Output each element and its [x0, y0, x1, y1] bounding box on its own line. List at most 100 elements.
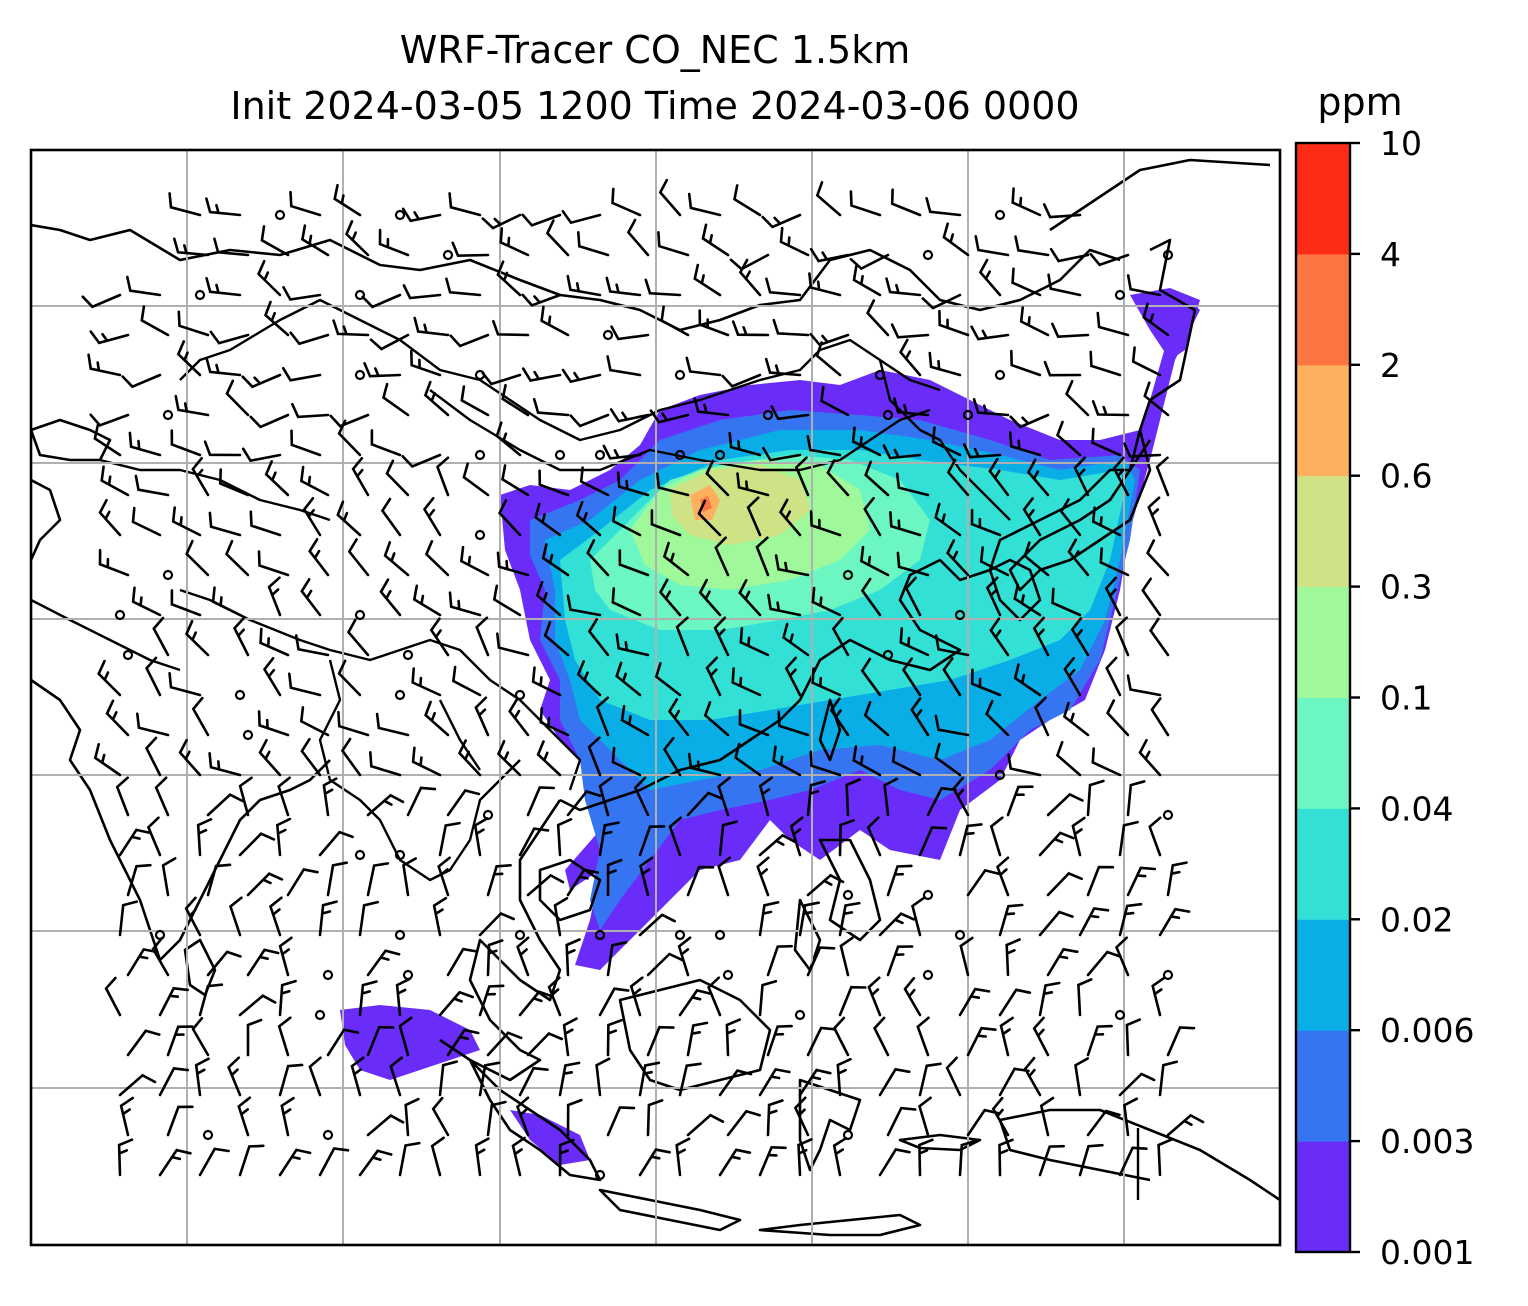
wind-barb — [203, 440, 242, 457]
wind-barb — [561, 210, 602, 225]
wind-barb — [318, 1147, 350, 1177]
wind-barb — [733, 184, 762, 217]
wind-barb — [131, 586, 162, 617]
wind-barb — [726, 1109, 761, 1137]
wind-barb — [657, 231, 690, 257]
calm-wind-marker — [994, 369, 1006, 381]
wind-barb — [191, 1016, 210, 1057]
wind-barb — [638, 1148, 671, 1177]
wind-barb — [521, 213, 562, 227]
wind-barb — [131, 506, 162, 537]
wind-barb — [158, 1148, 192, 1177]
wind-barb — [87, 353, 122, 377]
wind-barb — [191, 696, 210, 737]
calm-wind-marker — [114, 609, 126, 621]
wind-barb — [717, 856, 731, 897]
wind-barb — [650, 509, 682, 537]
wind-barb — [249, 510, 282, 537]
wind-barb — [809, 247, 850, 263]
wind-barb — [93, 423, 122, 457]
wind-barb — [541, 543, 570, 577]
wind-barb — [779, 226, 810, 257]
wind-barb — [890, 188, 922, 217]
wind-barb — [885, 277, 922, 297]
wind-barb — [806, 873, 845, 897]
wind-barb — [1062, 701, 1090, 737]
wind-barb — [1008, 431, 1042, 457]
wind-barb — [89, 413, 130, 427]
wind-barb — [532, 397, 570, 417]
wind-barb — [329, 413, 370, 428]
wind-barb — [620, 705, 650, 737]
wind-barb — [1125, 1018, 1142, 1057]
wind-barb — [117, 1138, 134, 1177]
wind-barb — [836, 1057, 852, 1097]
wind-barb — [432, 896, 448, 937]
wind-barb — [437, 856, 451, 897]
wind-barb — [1114, 616, 1130, 657]
wind-barb — [1074, 1057, 1089, 1097]
wind-barb — [566, 594, 602, 617]
wind-barb — [1051, 587, 1082, 617]
wind-barb — [209, 330, 250, 345]
wind-barb — [811, 667, 842, 697]
wind-barb — [383, 541, 410, 577]
calm-wind-marker — [954, 929, 966, 941]
wind-barb — [448, 192, 482, 217]
wind-barb — [134, 474, 170, 497]
wind-barb — [974, 235, 1010, 257]
wind-barb — [168, 192, 202, 217]
wind-barb — [326, 861, 348, 897]
wind-barb — [539, 707, 570, 737]
wind-barb — [1077, 978, 1093, 1017]
coastline-russia-north — [31, 223, 1121, 332]
wind-barb — [366, 1025, 395, 1057]
wind-barb — [366, 793, 405, 817]
wind-barb — [300, 224, 330, 257]
wind-barb — [268, 896, 283, 937]
wind-barb — [806, 1026, 837, 1057]
wind-barb — [358, 900, 379, 937]
wind-barb — [346, 618, 370, 657]
wind-barb — [278, 1148, 312, 1177]
wind-barb — [1055, 420, 1082, 457]
wind-barb — [543, 621, 570, 657]
calm-wind-marker — [602, 329, 614, 341]
wind-barb — [1091, 506, 1122, 537]
map-title-line1: WRF-Tracer CO_NEC 1.5km — [399, 28, 911, 72]
wind-barb — [424, 700, 450, 737]
wind-barb — [448, 591, 482, 617]
wind-barb — [429, 617, 450, 657]
wind-barb — [667, 698, 690, 737]
border-mainland-se-asia — [318, 659, 521, 882]
wind-barb — [1026, 458, 1050, 497]
wind-barb — [1007, 753, 1042, 777]
wind-barb — [475, 616, 490, 657]
calm-wind-marker — [1162, 809, 1174, 821]
wind-barb — [481, 213, 522, 230]
wind-barb — [918, 1138, 934, 1177]
wind-barb — [1014, 235, 1050, 257]
wind-barb — [1086, 865, 1115, 897]
wind-barb — [576, 660, 602, 697]
wind-barb — [966, 1108, 1000, 1137]
wind-barb — [98, 548, 130, 577]
colorbar-tick-label: 4 — [1380, 235, 1401, 274]
wind-barb — [849, 253, 890, 271]
wind-barb — [767, 593, 802, 617]
wind-barb — [806, 780, 826, 817]
coastline-caspian-mideast — [31, 418, 112, 561]
wind-barb — [460, 385, 490, 417]
wind-barb — [778, 498, 802, 537]
wind-barb — [1010, 349, 1042, 377]
wind-barb — [789, 816, 804, 857]
wind-barb — [422, 497, 442, 537]
wind-barb — [998, 1138, 1014, 1177]
wind-barb — [191, 456, 210, 497]
wind-barb — [731, 320, 770, 337]
wind-barb — [333, 183, 362, 217]
wind-barb — [115, 776, 130, 817]
calm-wind-marker — [514, 929, 526, 941]
wind-barb — [278, 936, 293, 977]
wind-barb — [809, 750, 842, 777]
